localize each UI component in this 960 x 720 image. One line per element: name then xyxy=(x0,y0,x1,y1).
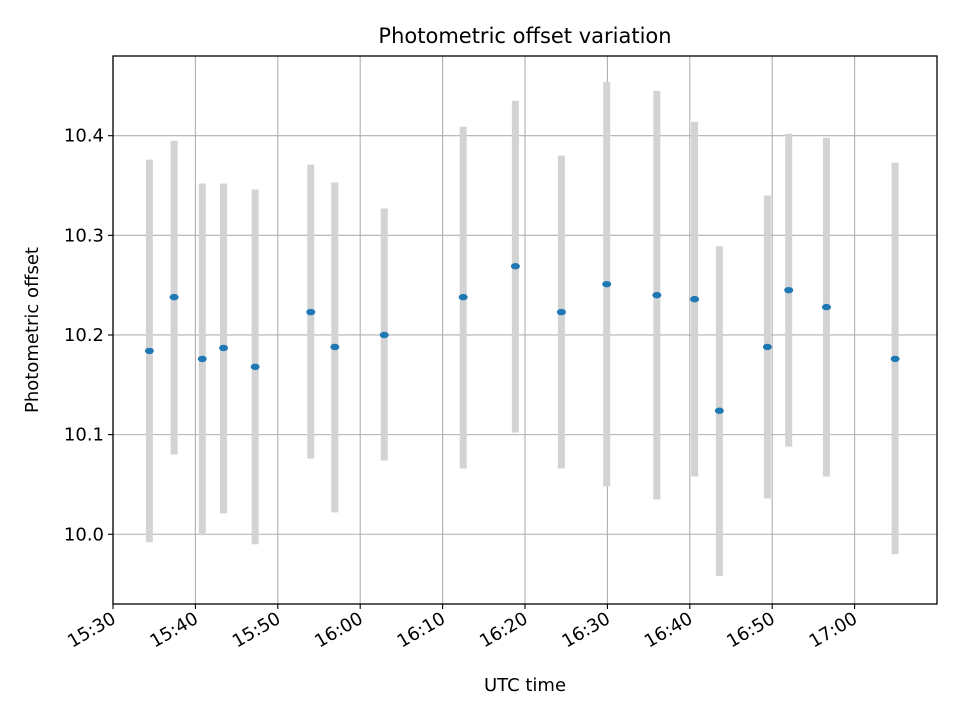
y-tick-label: 10.2 xyxy=(64,325,104,346)
x-tick-label: 15:50 xyxy=(229,608,284,652)
x-tick-label: 16:30 xyxy=(558,608,613,652)
y-tick-label: 10.4 xyxy=(64,126,104,147)
y-tick-label: 10.0 xyxy=(64,524,104,545)
data-point xyxy=(197,355,207,363)
x-tick-label: 16:20 xyxy=(476,608,531,652)
data-point xyxy=(602,280,612,288)
x-tick-label: 16:40 xyxy=(641,608,696,652)
data-point xyxy=(690,295,700,303)
x-tick-label: 16:00 xyxy=(311,608,366,652)
data-point xyxy=(762,343,772,351)
grid-layer xyxy=(112,56,937,604)
data-point xyxy=(144,347,154,355)
data-point xyxy=(821,303,831,311)
data-point xyxy=(169,293,179,301)
y-axis-label: Photometric offset xyxy=(22,247,43,413)
y-tick-label: 10.1 xyxy=(64,425,104,446)
data-point xyxy=(510,263,520,270)
data-point xyxy=(250,363,260,371)
x-tick-label: 16:10 xyxy=(394,608,449,652)
x-tick-label: 16:50 xyxy=(723,608,778,652)
data-point xyxy=(556,308,566,316)
data-point xyxy=(458,293,468,301)
x-tick-label: 15:40 xyxy=(146,608,201,652)
x-tick-label: 15:30 xyxy=(64,608,119,652)
data-point xyxy=(890,355,900,363)
data-point xyxy=(714,407,724,414)
data-point xyxy=(652,291,662,299)
data-point xyxy=(306,308,316,316)
data-point xyxy=(330,343,340,351)
errorbar-layer xyxy=(145,81,899,577)
y-tick-label: 10.3 xyxy=(64,225,104,246)
chart-title: Photometric offset variation xyxy=(378,24,671,48)
point-layer xyxy=(144,263,900,414)
data-point xyxy=(379,331,389,339)
data-point xyxy=(219,344,229,352)
x-tick-label: 17:00 xyxy=(806,608,861,652)
x-axis-label: UTC time xyxy=(484,675,566,696)
data-point xyxy=(784,286,794,294)
